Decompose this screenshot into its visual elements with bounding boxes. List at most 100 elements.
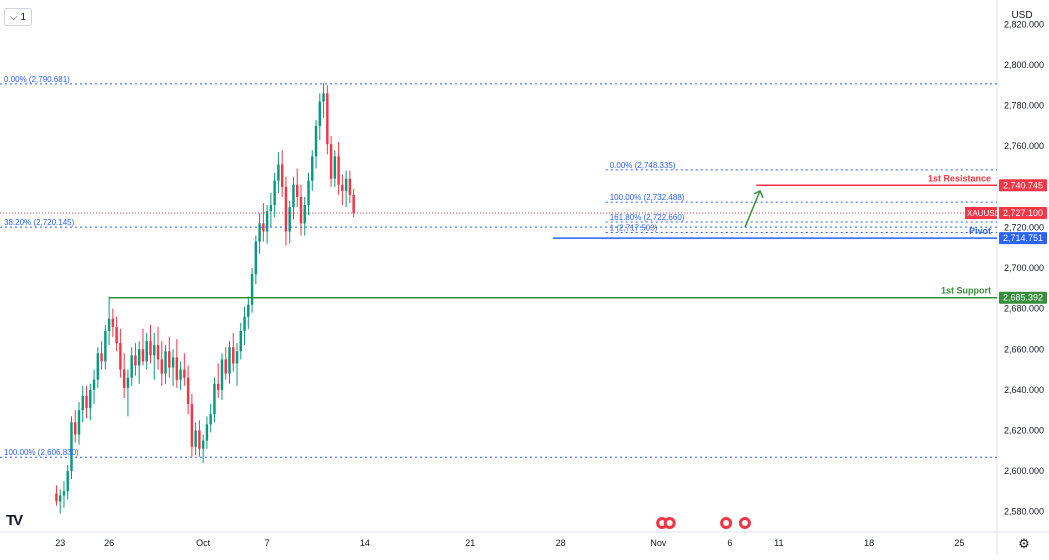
price-tag-resistance: 2,740.745	[1003, 180, 1043, 190]
candle-body[interactable]	[77, 410, 81, 435]
candle-body[interactable]	[216, 383, 220, 390]
candle-body[interactable]	[130, 355, 133, 378]
candle-body[interactable]	[344, 178, 348, 191]
price-tag-bg-support	[999, 291, 1047, 304]
candle-body[interactable]	[247, 304, 250, 317]
us-flag-event-icon-center	[659, 520, 666, 526]
candle-body[interactable]	[190, 404, 194, 447]
candle-body[interactable]	[235, 351, 239, 364]
candle-body[interactable]	[137, 349, 141, 366]
candle-body[interactable]	[352, 194, 355, 214]
candle-body[interactable]	[213, 383, 216, 415]
candle-body[interactable]	[100, 353, 103, 362]
candle-body[interactable]	[322, 93, 325, 102]
candle-body[interactable]	[92, 379, 96, 390]
candle-body[interactable]	[126, 377, 130, 388]
candle-body[interactable]	[288, 207, 291, 232]
candle-body[interactable]	[318, 101, 322, 126]
candle-body[interactable]	[209, 414, 212, 425]
y-tick-label: 2,580.000	[1004, 507, 1044, 517]
candle-body[interactable]	[341, 184, 344, 191]
candle-body[interactable]	[119, 343, 122, 370]
candle-body[interactable]	[175, 357, 179, 380]
candle-body[interactable]	[337, 156, 340, 185]
candle-body[interactable]	[269, 205, 273, 212]
candle-body[interactable]	[220, 359, 224, 390]
candle-body[interactable]	[224, 359, 227, 374]
candle-body[interactable]	[295, 184, 299, 197]
x-tick-label: 11	[774, 538, 783, 548]
candle-body[interactable]	[153, 345, 156, 356]
candle-body[interactable]	[299, 196, 303, 224]
candle-body[interactable]	[107, 318, 111, 331]
candle-body[interactable]	[201, 440, 205, 449]
candle-body[interactable]	[171, 357, 175, 368]
candle-body[interactable]	[179, 369, 182, 380]
fib-label: 0.00% (2,748.335)	[610, 161, 676, 170]
candle-body[interactable]	[333, 156, 337, 179]
candle-body[interactable]	[239, 330, 243, 352]
candle-body[interactable]	[58, 495, 62, 502]
candle-body[interactable]	[232, 347, 235, 364]
candle-body[interactable]	[303, 205, 306, 224]
x-tick-label: 6	[727, 538, 732, 548]
candle-body[interactable]	[186, 377, 190, 405]
candle-body[interactable]	[89, 389, 92, 409]
candle-body[interactable]	[62, 491, 66, 496]
candle-body[interactable]	[183, 369, 186, 378]
candle-body[interactable]	[168, 351, 171, 368]
candle-body[interactable]	[160, 359, 164, 374]
candle-body[interactable]	[254, 241, 258, 275]
candle-body[interactable]	[262, 223, 265, 232]
candle-body[interactable]	[250, 274, 254, 305]
candle-body[interactable]	[311, 156, 314, 181]
candle-body[interactable]	[265, 211, 269, 232]
candle-body[interactable]	[205, 424, 209, 441]
candle-body[interactable]	[164, 351, 167, 374]
price-tag-pivot: 2,714.751	[1003, 233, 1043, 243]
candle-body[interactable]	[145, 341, 148, 362]
candle-body[interactable]	[70, 422, 73, 472]
tradingview-logo[interactable]: TV	[6, 512, 23, 529]
candle-body[interactable]	[292, 184, 295, 208]
candle-body[interactable]	[307, 180, 310, 206]
x-tick-label: Nov	[650, 538, 667, 548]
candle-body[interactable]	[326, 93, 329, 145]
x-tick-label: 23	[55, 538, 65, 548]
candle-body[interactable]	[74, 422, 77, 435]
candle-body[interactable]	[81, 395, 84, 411]
fib-label: 1 (2,717.503)	[610, 223, 658, 232]
candle-body[interactable]	[284, 186, 288, 232]
candle-body[interactable]	[85, 395, 88, 409]
candle-body[interactable]	[280, 164, 284, 187]
symbol-tag-bg	[965, 207, 997, 220]
up-arrow-icon	[744, 190, 761, 228]
candle-body[interactable]	[111, 318, 115, 327]
candle-body[interactable]	[96, 353, 100, 380]
x-tick-label: Oct	[196, 538, 211, 548]
candle-body[interactable]	[134, 355, 137, 366]
candle-body[interactable]	[122, 369, 126, 388]
candle-body[interactable]	[141, 349, 145, 362]
currency-button[interactable]: USD	[1011, 9, 1033, 21]
candle-body[interactable]	[243, 316, 246, 331]
candle-body[interactable]	[277, 164, 280, 181]
candle-body[interactable]	[314, 125, 318, 157]
candle-body[interactable]	[194, 430, 197, 447]
candle-body[interactable]	[66, 471, 69, 492]
candle-body[interactable]	[55, 493, 58, 502]
candle-body[interactable]	[273, 180, 276, 206]
candle-body[interactable]	[115, 326, 118, 344]
candle-body[interactable]	[149, 341, 152, 356]
candle-body[interactable]	[348, 178, 352, 195]
candle-body[interactable]	[228, 347, 231, 374]
candle-body[interactable]	[198, 430, 201, 449]
candle-body[interactable]	[329, 144, 333, 179]
candle-body[interactable]	[156, 345, 160, 360]
gear-icon[interactable]: ⚙	[1018, 536, 1030, 551]
interval-menu-button[interactable]: ⌵ 1	[4, 8, 32, 26]
candle-body[interactable]	[258, 223, 261, 242]
candle-body[interactable]	[104, 330, 107, 362]
